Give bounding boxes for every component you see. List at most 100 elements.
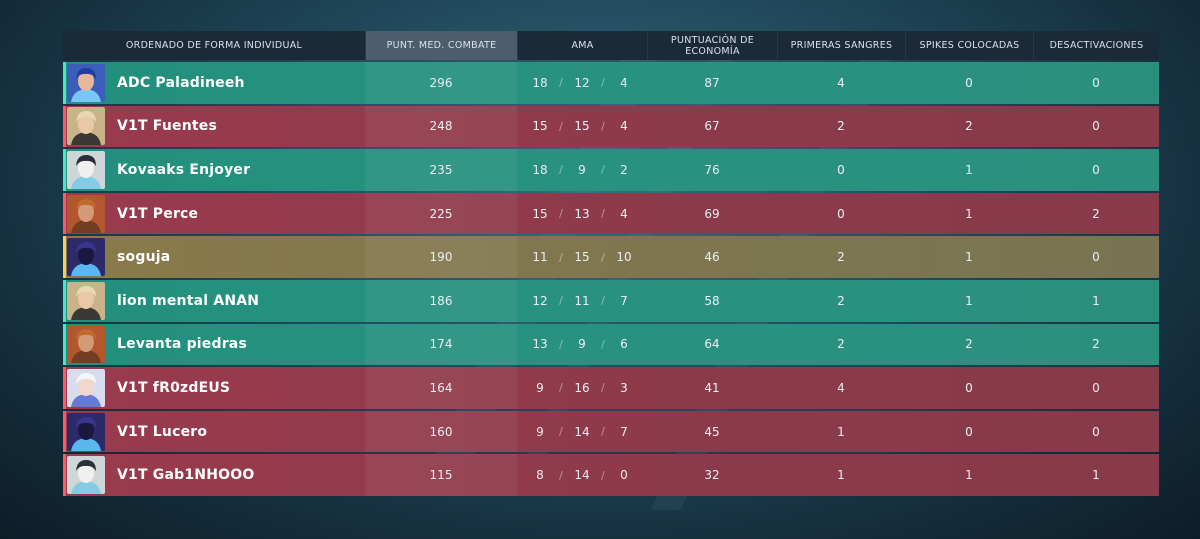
- deaths-value: 9: [578, 337, 586, 352]
- spikes-planted-value: 1: [965, 250, 973, 265]
- economy-value: 58: [704, 293, 720, 308]
- kda-cell: 9 / 16 / 3: [517, 367, 647, 409]
- kda-separator: /: [559, 163, 563, 177]
- column-header-kda[interactable]: AMA: [517, 31, 647, 60]
- chamber-avatar-icon: [67, 107, 105, 146]
- assists-value: 2: [620, 162, 628, 177]
- defuses-value: 0: [1092, 380, 1100, 395]
- first-bloods-value: 1: [837, 424, 845, 439]
- omen-avatar-icon: [67, 412, 105, 451]
- column-header-acs[interactable]: PUNT. MED. COMBATE: [365, 31, 517, 60]
- kills-value: 15: [532, 119, 548, 134]
- player-row[interactable]: V1T fR0zdEUS 164 9 / 16 / 3 41 4 0 0: [63, 367, 1159, 409]
- player-row[interactable]: V1T Fuentes 248 15 / 15 / 4 67 2 2 0: [63, 105, 1159, 148]
- column-header-economy[interactable]: PUNTUACIÓN DE ECONOMÍA: [647, 31, 777, 60]
- acs-value: 248: [365, 105, 517, 148]
- deaths-value: 12: [574, 75, 590, 90]
- kda-separator: /: [601, 207, 605, 221]
- player-name: V1T fR0zdEUS: [117, 379, 231, 396]
- acs-value: 190: [365, 236, 517, 278]
- player-name: V1T Gab1NHOOO: [117, 467, 255, 484]
- acs-value: 186: [365, 279, 517, 322]
- spikes-planted-value: 2: [965, 119, 973, 134]
- player-row[interactable]: soguja 190 11 / 15 / 10 46 2 1 0: [63, 236, 1159, 278]
- first-bloods-value: 2: [837, 119, 845, 134]
- player-name: V1T Lucero: [117, 423, 208, 440]
- player-row[interactable]: lion mental ANAN 186 12 / 11 / 7 58 2 1 …: [63, 279, 1159, 322]
- defuses-value: 0: [1092, 424, 1100, 439]
- defuses-value: 0: [1092, 162, 1100, 177]
- player-row[interactable]: Kovaaks Enjoyer 235 18 / 9 / 2 76 0 1 0: [63, 149, 1159, 191]
- column-header-first-bloods[interactable]: PRIMERAS SANGRES: [777, 31, 905, 60]
- defuses-value: 2: [1092, 206, 1100, 221]
- player-row[interactable]: Levanta piedras 174 13 / 9 / 6 64 2 2 2: [63, 323, 1159, 366]
- deaths-value: 13: [574, 206, 590, 221]
- defuses-value: 0: [1092, 250, 1100, 265]
- player-cell: ADC Paladineeh: [63, 62, 365, 104]
- player-name: ADC Paladineeh: [117, 74, 245, 91]
- jett-avatar-icon: [67, 368, 105, 407]
- team-accent-bar: [63, 410, 66, 453]
- kda-separator: /: [559, 337, 563, 351]
- kda-cell: 13 / 9 / 6: [517, 324, 647, 366]
- assists-value: 7: [620, 293, 628, 308]
- scoreboard: ORDENADO DE FORMA INDIVIDUAL PUNT. MED. …: [63, 31, 1159, 496]
- neon-avatar-icon: [67, 63, 105, 102]
- kills-value: 8: [536, 468, 544, 483]
- player-cell: Kovaaks Enjoyer: [63, 149, 365, 191]
- defuses-value: 1: [1092, 468, 1100, 483]
- acs-value: 164: [365, 367, 517, 409]
- kda-cell: 15 / 15 / 4: [517, 106, 647, 148]
- team-accent-bar: [63, 192, 66, 235]
- assists-value: 10: [616, 250, 632, 265]
- team-accent-bar: [63, 367, 66, 409]
- player-name: V1T Fuentes: [117, 118, 218, 135]
- assists-value: 3: [620, 380, 628, 395]
- assists-value: 4: [620, 206, 628, 221]
- team-accent-bar: [63, 279, 66, 322]
- spikes-planted-value: 1: [965, 468, 973, 483]
- player-name: soguja: [117, 249, 171, 266]
- cypher-avatar-icon: [67, 150, 105, 189]
- first-bloods-value: 0: [837, 162, 845, 177]
- team-accent-bar: [63, 236, 66, 278]
- player-cell: V1T Gab1NHOOO: [63, 454, 365, 496]
- kills-value: 9: [536, 380, 544, 395]
- economy-value: 76: [704, 162, 720, 177]
- assists-value: 0: [620, 468, 628, 483]
- kda-cell: 9 / 14 / 7: [517, 411, 647, 453]
- team-accent-bar: [63, 62, 66, 104]
- assists-value: 4: [620, 119, 628, 134]
- first-bloods-value: 1: [837, 468, 845, 483]
- acs-value: 225: [365, 192, 517, 235]
- omen-avatar-icon: [67, 238, 105, 277]
- deaths-value: 15: [574, 119, 590, 134]
- spikes-planted-value: 2: [965, 337, 973, 352]
- player-name: Kovaaks Enjoyer: [117, 161, 251, 178]
- economy-value: 69: [704, 206, 720, 221]
- player-row[interactable]: V1T Gab1NHOOO 115 8 / 14 / 0 32 1 1 1: [63, 454, 1159, 496]
- kda-separator: /: [601, 294, 605, 308]
- defuses-value: 0: [1092, 119, 1100, 134]
- kills-value: 18: [532, 75, 548, 90]
- column-header-spikes-planted[interactable]: SPIKES COLOCADAS: [905, 31, 1033, 60]
- kda-separator: /: [559, 119, 563, 133]
- acs-value: 115: [365, 454, 517, 496]
- kda-separator: /: [559, 207, 563, 221]
- defuses-value: 0: [1092, 75, 1100, 90]
- sort-mode-label[interactable]: ORDENADO DE FORMA INDIVIDUAL: [125, 40, 303, 51]
- spikes-planted-value: 1: [965, 162, 973, 177]
- team-accent-bar: [63, 454, 66, 496]
- assists-value: 6: [620, 337, 628, 352]
- economy-value: 45: [704, 424, 720, 439]
- player-row[interactable]: V1T Perce 225 15 / 13 / 4 69 0 1 2: [63, 192, 1159, 235]
- player-row[interactable]: V1T Lucero 160 9 / 14 / 7 45 1 0 0: [63, 410, 1159, 453]
- player-name: Levanta piedras: [117, 336, 247, 353]
- player-row[interactable]: ADC Paladineeh 296 18 / 12 / 4 87 4 0 0: [63, 62, 1159, 104]
- column-header-defuses[interactable]: DESACTIVACIONES: [1033, 31, 1159, 60]
- deaths-value: 9: [578, 162, 586, 177]
- player-cell: V1T Fuentes: [63, 106, 365, 148]
- economy-value: 46: [704, 250, 720, 265]
- player-cell: V1T fR0zdEUS: [63, 367, 365, 409]
- player-cell: Levanta piedras: [63, 324, 365, 366]
